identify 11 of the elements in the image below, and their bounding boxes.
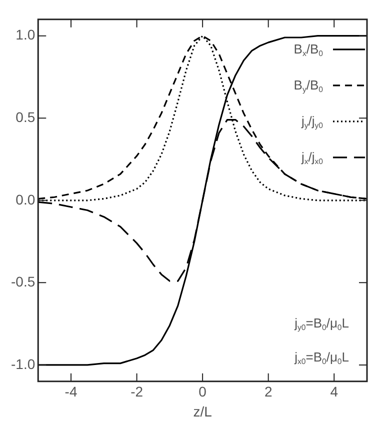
- x-axis-title: z/L: [193, 403, 212, 420]
- x-tick-label: 4: [330, 384, 338, 400]
- y-tick-label: 0.0: [16, 191, 36, 208]
- x-tick-label: 0: [198, 384, 207, 400]
- x-tick-label: 2: [264, 384, 272, 400]
- y-tick-label: -1.0: [11, 356, 36, 372]
- x-tick-label: -2: [130, 384, 144, 400]
- y-tick-label: 0.5: [16, 108, 36, 125]
- y-tick-label: 1.0: [16, 26, 36, 43]
- y-tick-label: -0.5: [11, 274, 36, 290]
- x-tick-label: -4: [64, 384, 78, 400]
